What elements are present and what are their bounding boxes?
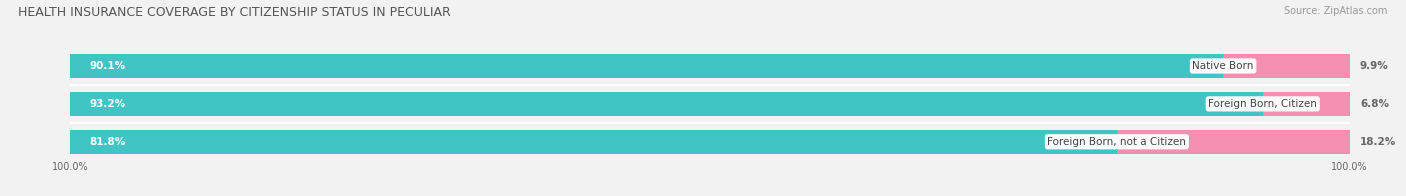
Bar <box>1263 92 1350 116</box>
Text: 18.2%: 18.2% <box>1360 137 1396 147</box>
Text: 9.9%: 9.9% <box>1360 61 1389 71</box>
Text: 6.8%: 6.8% <box>1360 99 1389 109</box>
Text: Source: ZipAtlas.com: Source: ZipAtlas.com <box>1284 6 1388 16</box>
Text: 81.8%: 81.8% <box>90 137 125 147</box>
Text: HEALTH INSURANCE COVERAGE BY CITIZENSHIP STATUS IN PECULIAR: HEALTH INSURANCE COVERAGE BY CITIZENSHIP… <box>18 6 451 19</box>
Bar <box>1116 130 1350 153</box>
Bar <box>70 92 1350 116</box>
Bar <box>70 54 1350 78</box>
Text: Foreign Born, not a Citizen: Foreign Born, not a Citizen <box>1047 137 1187 147</box>
Text: 93.2%: 93.2% <box>90 99 125 109</box>
Bar <box>70 130 1350 153</box>
Text: Native Born: Native Born <box>1192 61 1254 71</box>
Bar <box>1223 54 1350 78</box>
Bar <box>70 92 1263 116</box>
Text: Foreign Born, Citizen: Foreign Born, Citizen <box>1208 99 1317 109</box>
Text: 90.1%: 90.1% <box>90 61 125 71</box>
Bar <box>70 54 1223 78</box>
Bar <box>70 130 1116 153</box>
